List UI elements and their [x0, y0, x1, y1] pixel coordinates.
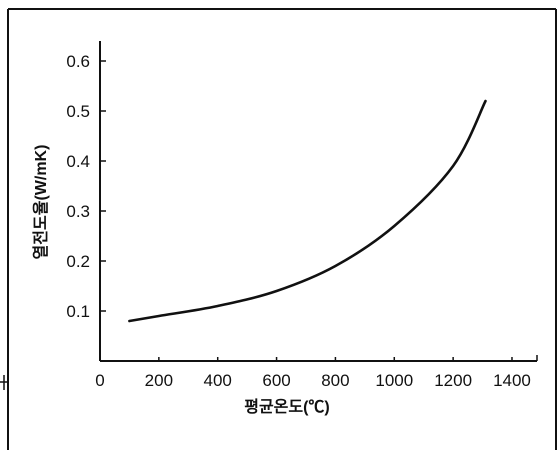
y-tick-label: 0.5 — [66, 102, 90, 121]
y-tick-label: 0.6 — [66, 52, 90, 71]
x-axis-title: 평균온도(℃) — [244, 398, 330, 416]
x-tick-label: 800 — [321, 371, 349, 390]
axes — [99, 41, 538, 362]
x-tick-label: 1400 — [493, 371, 531, 390]
x-tick-label: 1200 — [434, 371, 472, 390]
x-tick-label: 1000 — [375, 371, 413, 390]
y-tick-label: 0.2 — [66, 252, 90, 271]
y-tick-label: 0.4 — [66, 152, 90, 171]
y-axis-title: 열전도율(W/mK) — [32, 145, 50, 260]
ticks: 0.1 0.2 0.3 0.4 0.5 0.6 0 200 400 600 800 1000 1200 1… — [66, 52, 531, 390]
x-tick-label: 200 — [145, 371, 173, 390]
y-tick-label: 0.1 — [66, 302, 90, 321]
series-line — [128, 99, 487, 323]
x-tick-label: 400 — [204, 371, 232, 390]
x-tick-label: 0 — [95, 371, 104, 390]
series-group — [128, 99, 487, 323]
y-tick-label: 0.3 — [66, 202, 90, 221]
registration-mark — [0, 375, 9, 390]
x-tick-label: 600 — [262, 371, 290, 390]
figure-frame — [7, 8, 557, 450]
